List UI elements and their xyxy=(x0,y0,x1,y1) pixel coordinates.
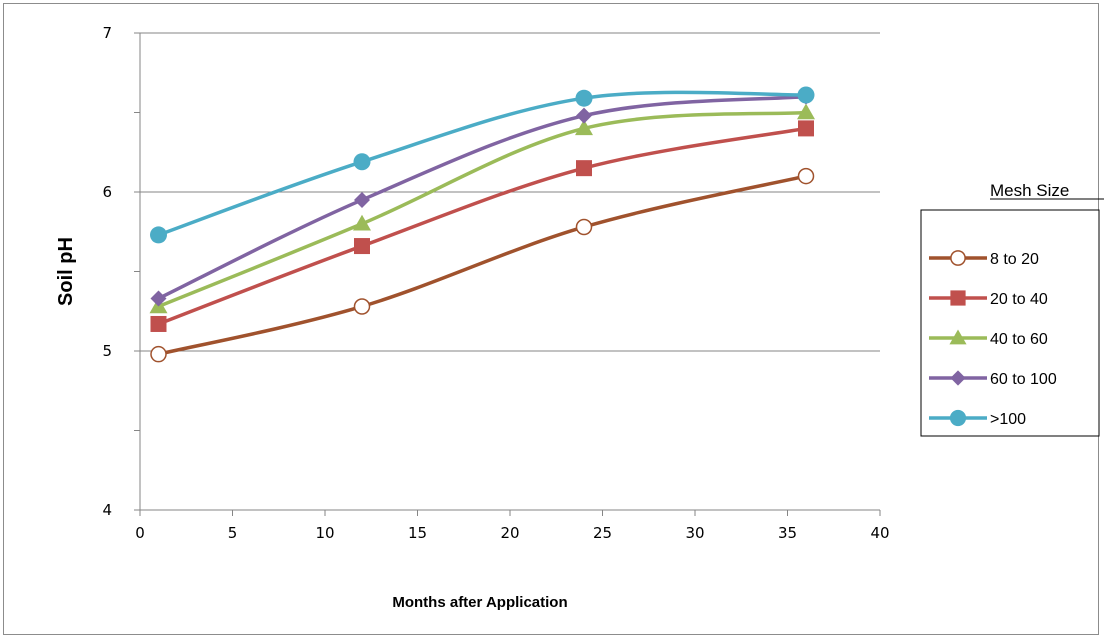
series-line xyxy=(156,174,808,356)
series-line xyxy=(156,94,808,301)
y-tick-label: 6 xyxy=(102,183,112,201)
legend-items: 8 to 20 20 to 40 40 to 60 60 to 100 >100 xyxy=(929,250,1057,428)
data-point xyxy=(575,119,593,136)
legend-marker xyxy=(949,409,967,427)
legend-marker xyxy=(950,250,966,266)
legend-label: 20 to 40 xyxy=(990,291,1048,308)
data-point xyxy=(150,226,167,244)
series-line xyxy=(156,110,808,309)
series-line xyxy=(156,90,808,237)
series-2 xyxy=(149,103,815,314)
data-point xyxy=(576,107,592,124)
x-tick-label: 10 xyxy=(315,524,334,542)
y-axis-label: Soil pH xyxy=(55,237,77,306)
y-tick-label: 4 xyxy=(102,501,112,519)
data-point xyxy=(575,218,593,236)
y-tick-label: 5 xyxy=(102,342,112,360)
data-point xyxy=(150,290,167,307)
x-tick-labels: 0 5 10 15 20 25 30 35 40 xyxy=(135,524,889,542)
legend-label: 40 to 60 xyxy=(990,331,1048,348)
data-point xyxy=(354,238,370,255)
series-1 xyxy=(150,120,814,332)
legend: Mesh Size 8 to 20 20 to 40 40 to 60 60 to 1… xyxy=(920,181,1104,437)
legend-item: 40 to 60 xyxy=(929,329,1048,348)
legend-marker xyxy=(950,370,966,386)
data-point xyxy=(353,153,371,171)
y-tick-labels: 4 5 6 7 xyxy=(102,24,112,519)
legend-title: Mesh Size xyxy=(990,181,1069,200)
x-tick-label: 25 xyxy=(593,524,612,542)
x-axis-label: Months after Application xyxy=(392,594,567,611)
x-tick-label: 15 xyxy=(408,524,427,542)
series-4 xyxy=(150,86,815,244)
series-layer xyxy=(149,86,815,363)
y-tick-label: 7 xyxy=(102,24,112,42)
legend-label: 60 to 100 xyxy=(990,371,1057,388)
legend-marker xyxy=(950,290,966,306)
legend-item: 20 to 40 xyxy=(929,290,1048,308)
x-tick-label: 0 xyxy=(135,524,145,542)
x-tick-label: 20 xyxy=(500,524,519,542)
data-point xyxy=(575,89,593,107)
legend-item: 60 to 100 xyxy=(929,370,1057,388)
data-point xyxy=(353,214,371,231)
data-point xyxy=(797,86,815,104)
x-tick-label: 5 xyxy=(228,524,238,542)
data-point xyxy=(353,298,371,315)
data-point xyxy=(797,103,815,120)
axes xyxy=(134,32,881,516)
series-line xyxy=(156,126,808,326)
legend-label: >100 xyxy=(990,411,1026,428)
legend-item: 8 to 20 xyxy=(929,250,1039,268)
legend-marker xyxy=(949,329,967,345)
data-point xyxy=(150,345,167,363)
legend-item: >100 xyxy=(929,409,1026,428)
data-point xyxy=(576,160,592,177)
x-tick-label: 35 xyxy=(778,524,797,542)
legend-box xyxy=(920,209,1100,437)
series-0 xyxy=(150,167,815,363)
data-point xyxy=(354,191,370,208)
data-point xyxy=(797,167,815,185)
x-tick-label: 30 xyxy=(685,524,704,542)
x-tick-label: 40 xyxy=(870,524,889,542)
legend-label: 8 to 20 xyxy=(990,251,1039,268)
data-point xyxy=(798,120,814,137)
data-point xyxy=(150,315,167,332)
